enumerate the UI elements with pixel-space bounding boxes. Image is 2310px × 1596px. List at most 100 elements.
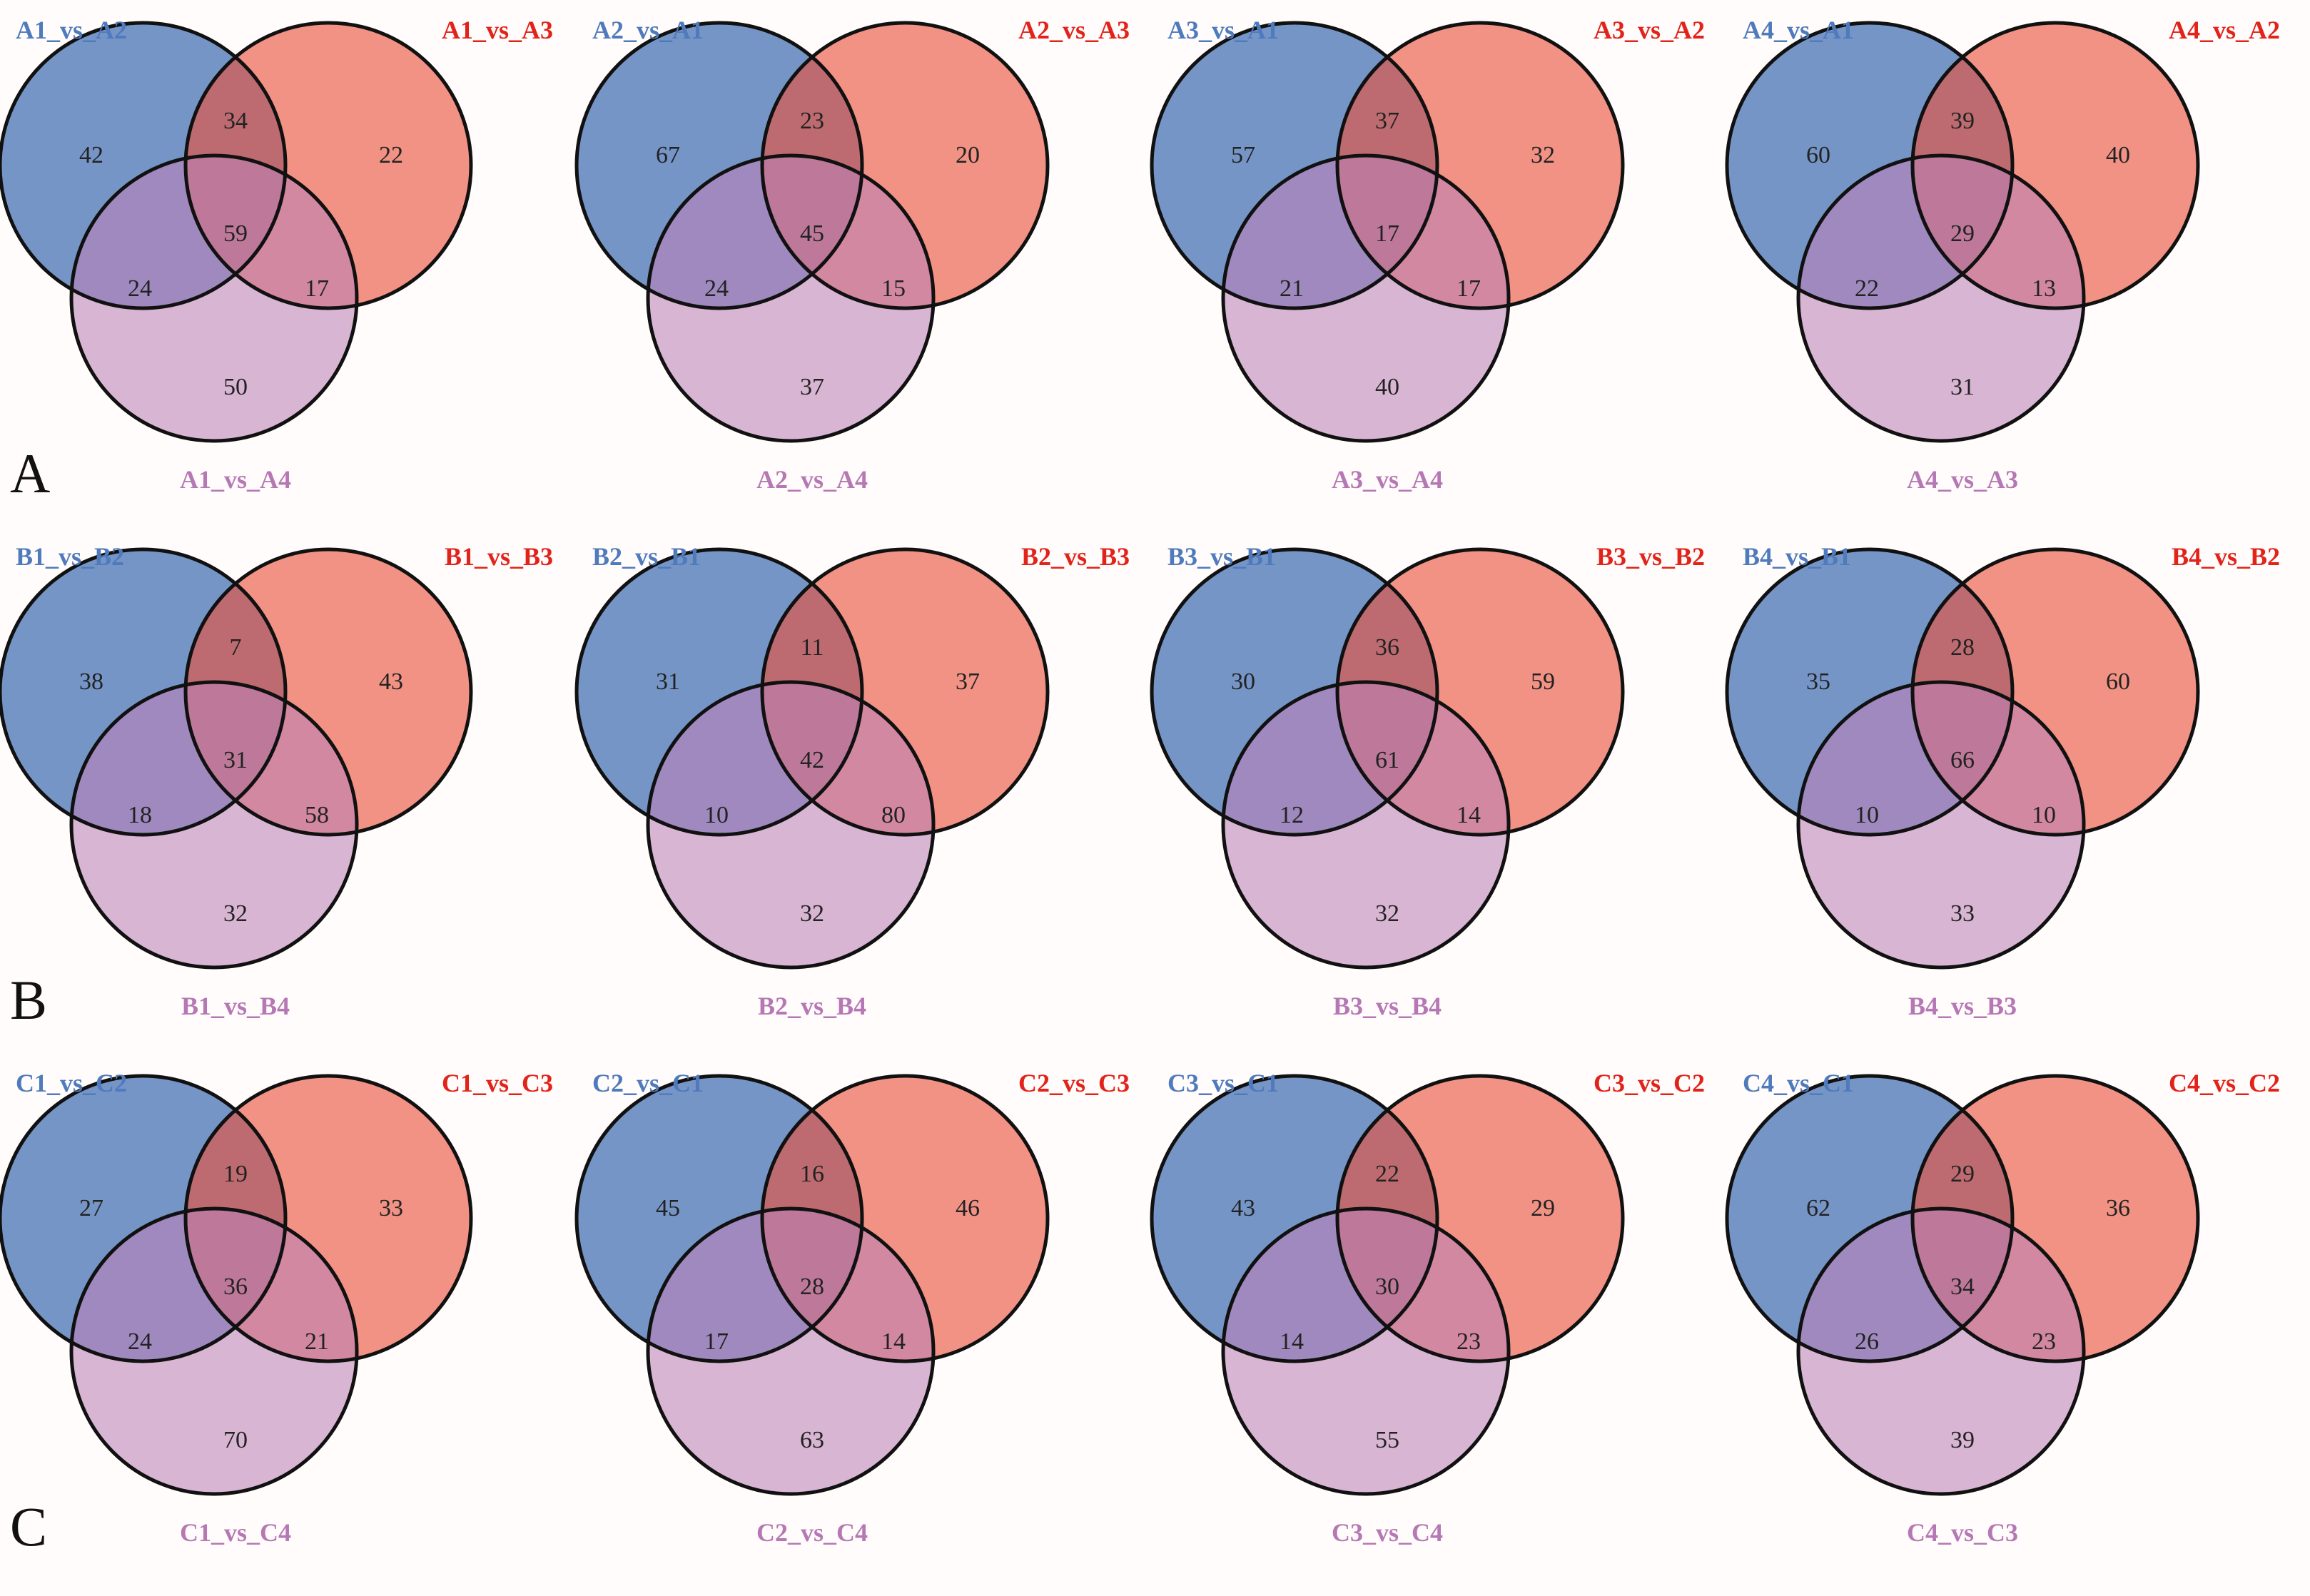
region-count-right-bottom: 15 xyxy=(881,275,906,302)
set-label-right: C2_vs_C3 xyxy=(1018,1069,1130,1097)
region-count-right-only: 60 xyxy=(2106,669,2130,695)
set-label-left: A2_vs_A1 xyxy=(592,16,704,44)
set-label-right: B2_vs_B3 xyxy=(1021,542,1130,571)
set-outline-right xyxy=(760,547,1050,837)
region-count-left-bottom: 10 xyxy=(704,802,729,828)
region-count-left-bottom: 10 xyxy=(1855,802,1879,828)
set-outline-right xyxy=(760,1074,1050,1363)
set-label-bottom: A1_vs_A4 xyxy=(180,465,291,494)
region-count-bottom-only: 40 xyxy=(1375,374,1399,400)
region-count-left-bottom: 24 xyxy=(128,1328,152,1355)
region-count-left-right: 19 xyxy=(223,1161,248,1187)
region-count-bottom-only: 32 xyxy=(1375,900,1399,927)
set-outline-bottom xyxy=(646,1206,936,1496)
region-count-left-bottom: 17 xyxy=(704,1328,729,1355)
region-count-all: 42 xyxy=(800,747,824,773)
set-outline-right xyxy=(1335,547,1625,837)
region-count-left-right: 11 xyxy=(801,634,824,661)
region-count-left-bottom: 14 xyxy=(1280,1328,1304,1355)
set-label-left: B1_vs_B2 xyxy=(16,542,124,571)
region-count-right-only: 43 xyxy=(379,669,403,695)
set-outline-left xyxy=(1150,21,1439,310)
region-count-right-only: 22 xyxy=(379,142,403,168)
region-count-left-right: 29 xyxy=(1950,1161,1975,1187)
region-count-left-bottom: 24 xyxy=(704,275,729,302)
region-count-left-only: 31 xyxy=(656,669,680,695)
set-circle-bottom xyxy=(1223,156,1509,441)
region-count-right-only: 46 xyxy=(956,1195,980,1221)
venn-diagram-b1: 38 7 43 31 18 58 32 B1_vs_B2 B1_vs_B3 B1_vs_B4 xyxy=(0,542,553,1020)
venn-diagram-a1: 42 34 22 59 24 17 50 A1_vs_A2 A1_vs_A3 A1_vs_A4 xyxy=(0,16,553,494)
venn-diagram-c2: 45 16 46 28 17 14 63 C2_vs_C1 C2_vs_C3 C2_vs_C4 xyxy=(574,1069,1130,1547)
venn-diagram-c3: 43 22 29 30 14 23 55 C3_vs_C1 C3_vs_C2 C3_vs_C4 xyxy=(1150,1069,1705,1547)
set-label-bottom: A4_vs_A3 xyxy=(1907,465,2018,494)
region-count-left-right: 36 xyxy=(1375,634,1399,661)
set-outline-bottom xyxy=(1221,1206,1511,1496)
region-count-left-only: 45 xyxy=(656,1195,680,1221)
region-count-right-bottom: 14 xyxy=(1457,802,1481,828)
set-outline-left xyxy=(1725,547,2015,837)
set-label-left: A1_vs_A2 xyxy=(16,16,127,44)
panel-letter-c: C xyxy=(10,1495,47,1557)
set-label-bottom: C2_vs_C4 xyxy=(756,1518,868,1547)
set-label-left: A3_vs_A1 xyxy=(1167,16,1279,44)
venn-diagram-b2: 31 11 37 42 10 80 32 B2_vs_B1 B2_vs_B3 B2_vs_B4 xyxy=(574,542,1130,1020)
set-outline-left xyxy=(1150,1074,1439,1363)
set-label-bottom: C1_vs_C4 xyxy=(180,1518,291,1547)
region-count-left-right: 39 xyxy=(1950,108,1975,134)
set-label-bottom: B2_vs_B4 xyxy=(758,992,866,1020)
region-count-left-bottom: 26 xyxy=(1855,1328,1879,1355)
set-outline-bottom xyxy=(1796,1206,2086,1496)
set-outline-left xyxy=(1725,21,2015,310)
region-count-bottom-only: 39 xyxy=(1950,1427,1975,1453)
set-label-left: A4_vs_A1 xyxy=(1743,16,1854,44)
set-label-bottom: B3_vs_B4 xyxy=(1333,992,1442,1020)
region-count-right-only: 32 xyxy=(1531,142,1555,168)
set-outline-right xyxy=(1335,1074,1625,1363)
set-outline-bottom xyxy=(69,153,359,443)
region-count-all: 29 xyxy=(1950,220,1975,247)
set-outline-right xyxy=(1910,21,2200,310)
set-label-right: B1_vs_B3 xyxy=(445,542,553,571)
region-count-right-bottom: 14 xyxy=(881,1328,906,1355)
region-count-left-only: 30 xyxy=(1231,669,1255,695)
region-count-left-right: 7 xyxy=(230,634,242,661)
venn-diagram-b4: 35 28 60 66 10 10 33 B4_vs_B1 B4_vs_B2 B4_vs_B3 xyxy=(1725,542,2280,1020)
set-label-bottom: C3_vs_C4 xyxy=(1332,1518,1443,1547)
panel-letter-a: A xyxy=(10,442,50,504)
set-label-bottom: B4_vs_B3 xyxy=(1908,992,2017,1020)
set-outline-left xyxy=(0,21,288,310)
set-label-right: A2_vs_A3 xyxy=(1018,16,1130,44)
set-label-bottom: B1_vs_B4 xyxy=(181,992,290,1020)
set-label-left: C1_vs_C2 xyxy=(16,1069,127,1097)
region-count-left-only: 43 xyxy=(1231,1195,1255,1221)
region-count-right-bottom: 17 xyxy=(1457,275,1481,302)
region-count-bottom-only: 70 xyxy=(223,1427,248,1453)
region-count-left-bottom: 21 xyxy=(1280,275,1304,302)
set-outline-right xyxy=(1910,547,2200,837)
set-outline-left xyxy=(1725,1074,2015,1363)
region-count-right-bottom: 58 xyxy=(305,802,329,828)
set-circle-bottom xyxy=(71,1209,357,1494)
region-count-right-only: 59 xyxy=(1531,669,1555,695)
set-label-left: B3_vs_B1 xyxy=(1167,542,1276,571)
venn-diagram-c1: 27 19 33 36 24 21 70 C1_vs_C2 C1_vs_C3 C1_vs_C4 xyxy=(0,1069,553,1547)
set-outline-right xyxy=(1335,21,1625,310)
region-count-left-only: 62 xyxy=(1806,1195,1830,1221)
region-count-right-only: 20 xyxy=(956,142,980,168)
set-label-right: B3_vs_B2 xyxy=(1596,542,1705,571)
venn-diagram-c4: 62 29 36 34 26 23 39 C4_vs_C1 C4_vs_C2 C4_vs_C3 xyxy=(1725,1069,2280,1547)
region-count-all: 61 xyxy=(1375,747,1399,773)
region-count-right-only: 36 xyxy=(2106,1195,2130,1221)
region-count-left-right: 28 xyxy=(1950,634,1975,661)
set-label-bottom: C4_vs_C3 xyxy=(1907,1518,2018,1547)
set-circle-bottom xyxy=(1798,156,2084,441)
region-count-bottom-only: 37 xyxy=(800,374,824,400)
set-label-bottom: A2_vs_A4 xyxy=(756,465,868,494)
set-outline-left xyxy=(574,547,864,837)
region-count-all: 36 xyxy=(223,1274,248,1300)
region-count-bottom-only: 32 xyxy=(223,900,248,927)
region-count-right-bottom: 10 xyxy=(2032,802,2056,828)
set-circle-bottom xyxy=(1798,1209,2084,1494)
